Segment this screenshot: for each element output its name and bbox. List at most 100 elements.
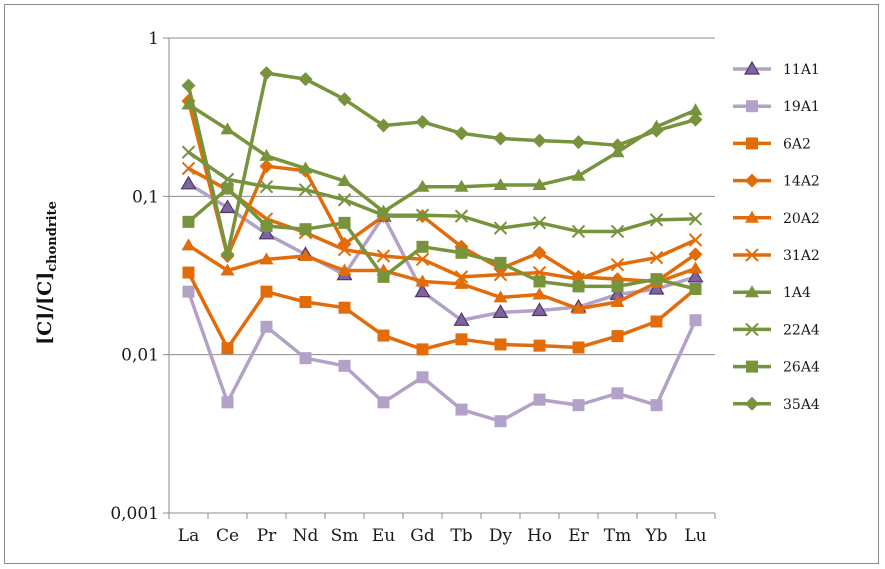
data-point-1A4 bbox=[415, 179, 430, 192]
data-point-6A2 bbox=[572, 341, 585, 354]
data-point-6A2 bbox=[455, 333, 468, 346]
data-point-20A2 bbox=[532, 287, 547, 300]
data-point-6A2 bbox=[611, 330, 624, 343]
data-point-20A2 bbox=[688, 261, 703, 274]
data-point-22A4 bbox=[298, 183, 313, 197]
data-point-26A4 bbox=[260, 219, 273, 232]
data-point-20A2 bbox=[220, 263, 235, 276]
data-point-19A1 bbox=[572, 399, 585, 412]
legend-label: 14A2 bbox=[783, 174, 820, 190]
legend-layer: 11A1 19A1 6A2 14A2 20A2 31A2 1A4 22A4 26A4 35A4 bbox=[733, 60, 820, 413]
legend-swatch-marker bbox=[746, 360, 758, 373]
x-tick-label: Pr bbox=[257, 526, 277, 546]
data-point-31A2-stroke bbox=[181, 161, 196, 176]
data-point-20A2 bbox=[259, 252, 274, 265]
data-point-31A2-stroke bbox=[415, 252, 430, 267]
data-point-35A4 bbox=[532, 133, 547, 148]
data-point-31A2-stroke bbox=[454, 270, 469, 284]
data-point-14A2 bbox=[688, 247, 703, 262]
data-point-22A4 bbox=[649, 213, 664, 227]
legend-label: 31A2 bbox=[783, 248, 820, 264]
data-point-35A4 bbox=[181, 78, 196, 93]
x-tick-label: Gd bbox=[410, 526, 435, 546]
data-point-22A4-stroke bbox=[415, 208, 430, 222]
x-tick-label: Dy bbox=[489, 526, 513, 546]
data-point-6A2 bbox=[494, 338, 507, 351]
data-point-6A2 bbox=[416, 343, 429, 356]
series-line-6A2 bbox=[186, 271, 697, 352]
data-point-22A4-stroke bbox=[649, 213, 664, 227]
series-35A4 bbox=[181, 66, 703, 262]
x-tick-label: Ce bbox=[216, 526, 239, 546]
data-point-22A4-stroke bbox=[259, 180, 274, 194]
data-point-11A1 bbox=[687, 268, 704, 283]
data-point-35A4 bbox=[610, 138, 625, 153]
data-point-35A4 bbox=[259, 66, 274, 81]
series-layer bbox=[180, 66, 704, 428]
data-point-19A1 bbox=[299, 352, 312, 365]
data-point-1A4 bbox=[259, 148, 274, 161]
data-point-11A1 bbox=[180, 175, 197, 190]
data-point-6A2 bbox=[377, 329, 390, 342]
data-point-35A4 bbox=[649, 123, 664, 138]
y-axis-label-main: [C]/[C] bbox=[34, 272, 56, 345]
data-point-19A1 bbox=[689, 314, 702, 327]
data-point-1A4 bbox=[337, 173, 352, 186]
series-22A4 bbox=[181, 145, 703, 239]
data-point-26A4 bbox=[182, 215, 195, 228]
data-point-26A4 bbox=[338, 216, 351, 229]
data-point-35A4 bbox=[571, 135, 586, 150]
x-tick-label: Ho bbox=[527, 526, 552, 546]
grid-layer bbox=[169, 37, 715, 356]
x-tick-label: Lu bbox=[684, 526, 706, 546]
legend-item-19A1: 19A1 bbox=[733, 99, 820, 115]
data-point-35A4 bbox=[454, 126, 469, 141]
data-point-35A4 bbox=[376, 118, 391, 133]
data-point-22A4-stroke bbox=[376, 208, 391, 222]
data-point-26A4 bbox=[611, 280, 624, 293]
data-point-19A1 bbox=[611, 387, 624, 400]
data-point-26A4 bbox=[299, 223, 312, 236]
data-point-31A2-stroke bbox=[649, 250, 664, 265]
series-line-1A4 bbox=[187, 103, 697, 214]
data-point-11A1 bbox=[219, 199, 236, 214]
data-point-11A1 bbox=[453, 312, 470, 326]
data-point-20A2 bbox=[571, 301, 586, 314]
series-20A2 bbox=[181, 238, 703, 314]
data-point-1A4 bbox=[532, 177, 547, 190]
legend-swatch-marker bbox=[745, 285, 759, 298]
series-line-22A4 bbox=[187, 150, 696, 234]
data-point-31A2 bbox=[337, 243, 352, 257]
data-point-31A2 bbox=[376, 249, 391, 263]
data-point-6A2 bbox=[533, 339, 546, 352]
data-point-22A4-stroke bbox=[493, 221, 508, 235]
series-line-26A4 bbox=[187, 186, 696, 291]
data-point-35A4 bbox=[688, 112, 703, 127]
data-point-6A2 bbox=[221, 342, 234, 355]
data-point-11A1 bbox=[492, 304, 509, 318]
data-point-6A2 bbox=[650, 315, 663, 328]
data-point-11A1 bbox=[258, 225, 275, 240]
data-point-19A1 bbox=[260, 320, 273, 333]
data-point-11A1 bbox=[531, 302, 548, 317]
data-point-31A2-stroke bbox=[337, 243, 352, 257]
data-point-22A4-stroke bbox=[532, 216, 547, 230]
legend-item-26A4: 26A4 bbox=[733, 360, 820, 376]
data-point-26A4 bbox=[416, 240, 429, 253]
data-point-20A2 bbox=[415, 274, 430, 287]
data-point-14A2 bbox=[259, 159, 274, 174]
legend-label: 6A2 bbox=[783, 136, 811, 152]
data-point-19A1 bbox=[533, 393, 546, 406]
data-point-31A2 bbox=[688, 233, 703, 247]
legend-item-22A4: 22A4 bbox=[733, 322, 820, 338]
data-point-31A2 bbox=[493, 267, 508, 282]
data-point-26A4 bbox=[455, 246, 468, 259]
data-point-19A1 bbox=[455, 403, 468, 416]
series-line-35A4 bbox=[186, 71, 696, 257]
series-19A1 bbox=[182, 285, 702, 428]
data-point-1A4 bbox=[298, 161, 313, 174]
data-point-1A4 bbox=[688, 103, 703, 116]
data-point-22A4 bbox=[688, 212, 703, 226]
data-point-20A2 bbox=[298, 248, 313, 261]
legend-item-35A4: 35A4 bbox=[733, 396, 820, 413]
